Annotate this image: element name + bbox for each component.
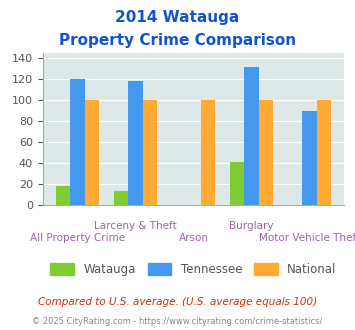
Text: Burglary: Burglary: [229, 221, 274, 231]
Bar: [302, 112, 317, 205]
Text: Property Crime Comparison: Property Crime Comparison: [59, 33, 296, 48]
Text: All Property Crime: All Property Crime: [30, 233, 125, 243]
Bar: [70, 79, 85, 205]
Text: Larceny & Theft: Larceny & Theft: [94, 221, 177, 231]
Text: © 2025 CityRating.com - https://www.cityrating.com/crime-statistics/: © 2025 CityRating.com - https://www.city…: [32, 317, 323, 326]
Bar: [259, 100, 273, 205]
Text: Motor Vehicle Theft: Motor Vehicle Theft: [259, 233, 355, 243]
Bar: [128, 81, 143, 205]
Text: 2014 Watauga: 2014 Watauga: [115, 10, 240, 25]
Bar: [85, 100, 99, 205]
Bar: [143, 100, 157, 205]
Text: Arson: Arson: [179, 233, 208, 243]
Text: Compared to U.S. average. (U.S. average equals 100): Compared to U.S. average. (U.S. average …: [38, 297, 317, 307]
Bar: [114, 191, 128, 205]
Bar: [201, 100, 215, 205]
Bar: [56, 186, 70, 205]
Bar: [244, 67, 259, 205]
Bar: [230, 162, 244, 205]
Legend: Watauga, Tennessee, National: Watauga, Tennessee, National: [46, 258, 341, 281]
Bar: [317, 100, 331, 205]
